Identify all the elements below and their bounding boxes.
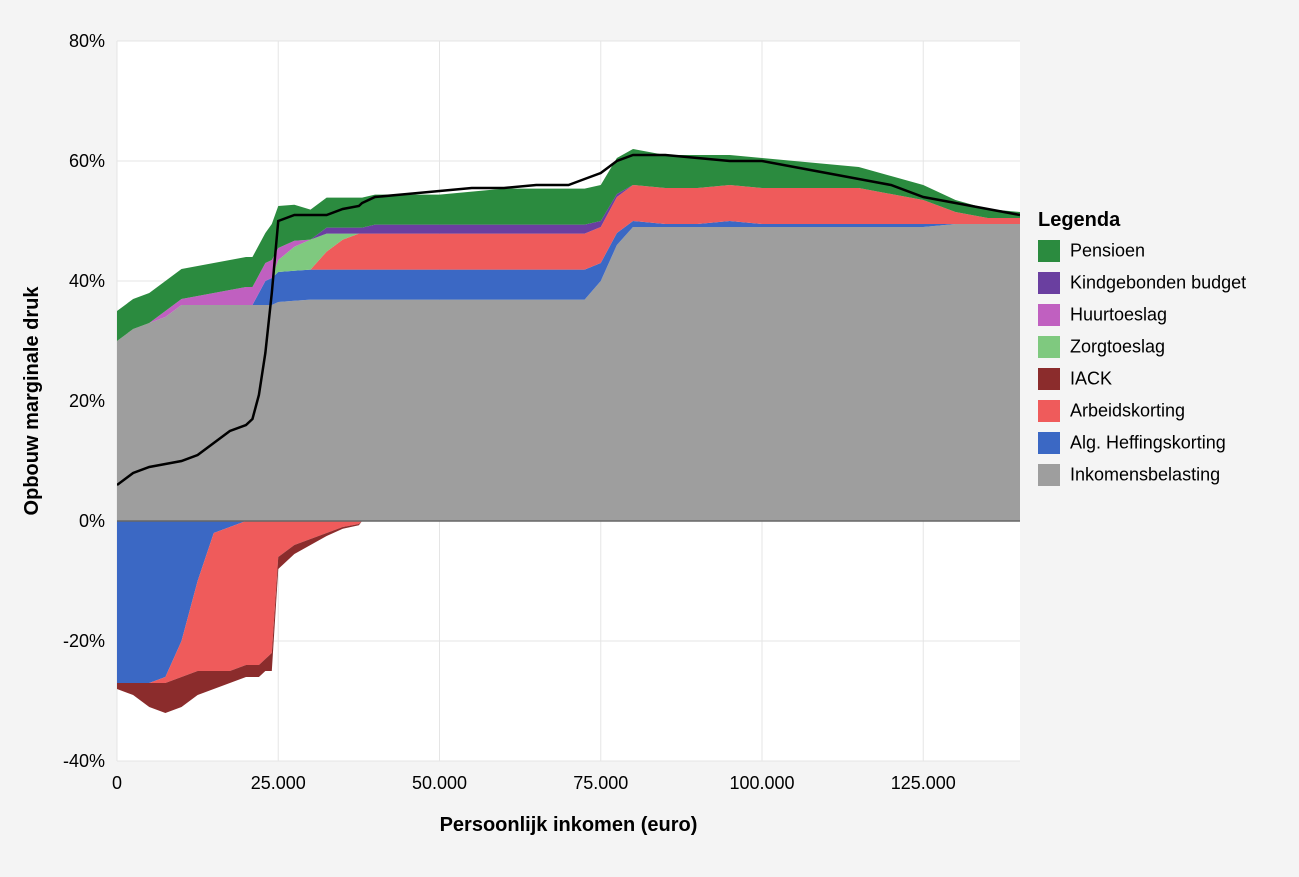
x-tick-label: 75.000 xyxy=(573,773,628,793)
legend-title: Legenda xyxy=(1038,209,1121,231)
x-axis-title: Persoonlijk inkomen (euro) xyxy=(440,814,698,836)
y-tick-label: -40% xyxy=(63,751,105,771)
y-tick-label: 60% xyxy=(69,151,105,171)
legend-swatch xyxy=(1038,336,1060,358)
legend-label: Alg. Heffingskorting xyxy=(1070,433,1226,453)
x-tick-label: 25.000 xyxy=(251,773,306,793)
legend-label: IACK xyxy=(1070,369,1112,389)
legend-label: Pensioen xyxy=(1070,241,1145,261)
legend-swatch xyxy=(1038,272,1060,294)
legend-swatch xyxy=(1038,400,1060,422)
y-axis-title: Opbouw marginale druk xyxy=(21,286,43,516)
marginal-pressure-chart: -40% -20% 0% 20% 40% 60% 80% 0 25.000 50.000 75.00… xyxy=(0,0,1299,872)
y-tick-label: 20% xyxy=(69,391,105,411)
legend-label: Zorgtoeslag xyxy=(1070,337,1165,357)
x-tick-label: 125.000 xyxy=(891,773,956,793)
y-tick-label: -20% xyxy=(63,631,105,651)
y-tick-label: 80% xyxy=(69,31,105,51)
legend-label: Kindgebonden budget xyxy=(1070,273,1246,293)
legend-swatch xyxy=(1038,304,1060,326)
legend-swatch xyxy=(1038,464,1060,486)
x-tick-label: 0 xyxy=(112,773,122,793)
legend-swatch xyxy=(1038,240,1060,262)
legend-label: Huurtoeslag xyxy=(1070,305,1167,325)
y-tick-label: 40% xyxy=(69,271,105,291)
x-tick-label: 100.000 xyxy=(729,773,794,793)
legend-label: Arbeidskorting xyxy=(1070,401,1185,421)
legend-swatch xyxy=(1038,432,1060,454)
x-tick-label: 50.000 xyxy=(412,773,467,793)
legend-label: Inkomensbelasting xyxy=(1070,465,1220,485)
legend-swatch xyxy=(1038,368,1060,390)
y-tick-label: 0% xyxy=(79,511,105,531)
